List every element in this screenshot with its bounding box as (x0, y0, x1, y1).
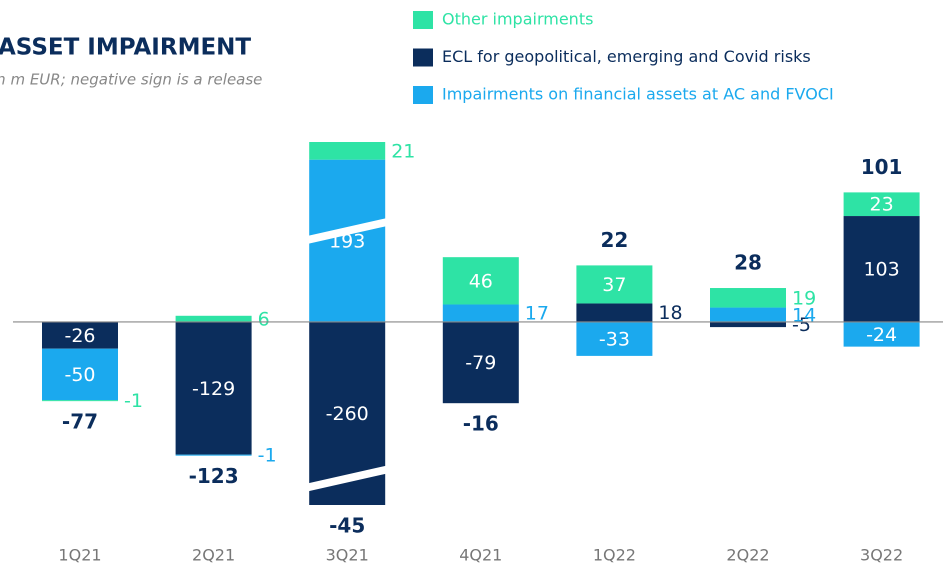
data-label: -1 (124, 390, 143, 412)
total-label: -45 (329, 514, 365, 538)
data-label: -5 (792, 314, 811, 336)
axis-break (307, 217, 388, 244)
data-label: -79 (465, 352, 496, 374)
data-label: -24 (866, 324, 897, 346)
bar-segment (175, 454, 252, 456)
bar-segment (442, 321, 519, 404)
data-label: -1 (258, 445, 277, 467)
bar-segment (843, 192, 920, 217)
data-label: 193 (329, 230, 365, 252)
data-label: 18 (658, 302, 682, 324)
data-label: 23 (870, 194, 894, 216)
legend-swatch (413, 11, 433, 29)
x-tick-label: 1Q21 (58, 546, 101, 565)
bar-segment (442, 257, 519, 305)
bar-segment (42, 400, 118, 402)
data-label: -50 (64, 364, 95, 386)
data-label: -129 (192, 378, 235, 400)
data-label: 46 (469, 270, 493, 292)
total-label: 101 (861, 155, 903, 179)
data-label: 37 (602, 274, 626, 296)
total-label: -123 (189, 464, 239, 488)
data-label: 19 (792, 287, 816, 309)
data-label: 14 (792, 304, 816, 326)
data-label: -26 (64, 325, 95, 347)
bar-segment (576, 265, 653, 304)
total-label: 28 (734, 251, 762, 275)
data-label: 103 (863, 258, 899, 280)
data-label: 21 (391, 140, 415, 162)
bar-segment (309, 142, 386, 160)
bar-segment (576, 321, 653, 356)
total-label: -16 (463, 412, 499, 436)
legend-swatch (413, 48, 433, 67)
x-tick-label: 3Q22 (860, 546, 903, 565)
x-tick-label: 2Q21 (192, 546, 235, 565)
data-label: 6 (258, 308, 270, 330)
bar-segment (175, 315, 252, 322)
bar-segment (710, 288, 786, 308)
bar-segment (42, 348, 118, 401)
data-label: -260 (326, 403, 369, 425)
bar-segment (710, 321, 786, 328)
bar-segment (309, 159, 386, 322)
data-label: -33 (599, 328, 630, 350)
bar-segment (175, 321, 252, 455)
x-tick-label: 3Q21 (326, 546, 369, 565)
x-tick-label: 1Q22 (593, 546, 636, 565)
legend-swatch (413, 86, 433, 104)
legend-label: ECL for geopolitical, emerging and Covid… (442, 47, 811, 66)
legend-label: Impairments on financial assets at AC an… (442, 85, 834, 104)
axis-break (307, 465, 388, 492)
chart-title: ASSET IMPAIRMENT (0, 35, 251, 61)
total-label: -77 (62, 410, 98, 434)
data-label: 17 (525, 303, 549, 325)
total-label: 22 (600, 228, 628, 252)
bar-segment (442, 304, 519, 322)
bar-segment (843, 216, 920, 322)
bar-segment (42, 321, 118, 349)
bar-segment (710, 307, 786, 322)
chart-subtitle: in m EUR; negative sign is a release (0, 71, 262, 89)
x-tick-label: 4Q21 (459, 546, 502, 565)
legend-label: Other impairments (442, 10, 593, 29)
bar-segment (843, 321, 920, 347)
bar-segment (576, 303, 653, 322)
x-tick-label: 2Q22 (726, 546, 769, 565)
